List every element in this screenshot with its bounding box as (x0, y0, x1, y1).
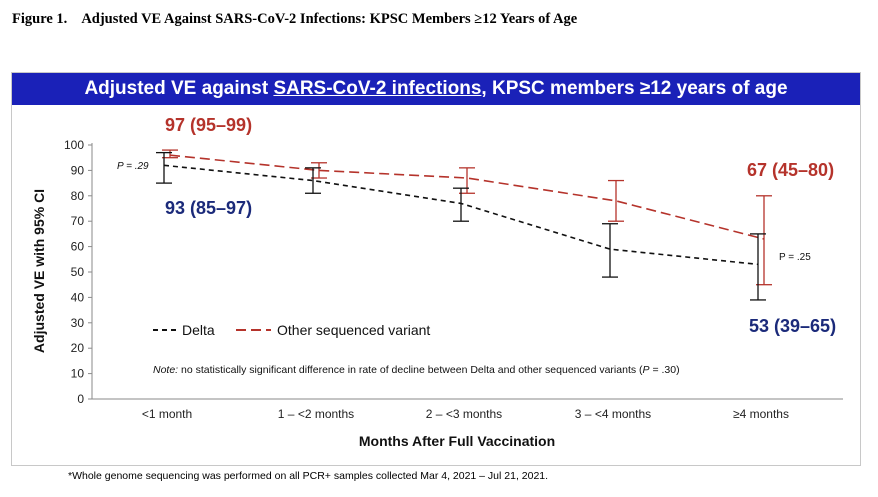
legend-label-other: Other sequenced variant (277, 322, 430, 338)
series-line-other (169, 154, 765, 240)
axes: 0 10 20 30 40 50 60 70 80 90 100 <1 month 1 – <2 mon… (64, 138, 843, 421)
error-bar-other (311, 162, 327, 179)
error-bar-delta (156, 151, 172, 184)
error-bar-delta (453, 187, 469, 222)
x-tick-label: 1 – <2 months (278, 407, 354, 421)
delta-first-label: 93 (85–97) (165, 198, 252, 218)
y-tick-label: 20 (71, 341, 85, 355)
x-tick-label: <1 month (142, 407, 192, 421)
y-tick-label: 100 (64, 138, 84, 152)
p-value-last: P = .25 (779, 252, 811, 263)
y-tick-label: 50 (71, 265, 85, 279)
y-tick-label: 90 (71, 163, 85, 177)
x-axis-title: Months After Full Vaccination (359, 433, 555, 449)
error-bar-other (459, 167, 475, 194)
figure-number: Figure 1. (12, 11, 68, 27)
error-bar-other (608, 179, 624, 222)
error-bar-delta (305, 167, 321, 194)
error-bar-other (162, 149, 178, 159)
banner-underlined: SARS-CoV-2 infections (273, 78, 482, 99)
chart-banner: Adjusted VE against SARS-CoV-2 infection… (12, 73, 860, 105)
chart-panel: Adjusted VE against SARS-CoV-2 infection… (11, 72, 861, 466)
y-tick-label: 40 (71, 290, 85, 304)
y-tick-label: 10 (71, 367, 85, 381)
legend: Delta Other sequenced variant (153, 322, 430, 338)
note-p: P (643, 364, 650, 376)
banner-prefix: Adjusted VE against (84, 78, 274, 99)
series-other (162, 149, 772, 286)
delta-last-label: 53 (39–65) (749, 316, 836, 336)
figure-caption: Figure 1. Adjusted VE Against SARS-CoV-2 … (12, 11, 577, 28)
x-tick-label: ≥4 months (733, 407, 789, 421)
footnote: *Whole genome sequencing was performed o… (68, 470, 549, 482)
error-bar-delta (602, 223, 618, 278)
error-bar-other (756, 195, 772, 286)
note-end: = .30) (650, 364, 680, 376)
error-bar-delta (750, 233, 766, 301)
series-layer (156, 149, 772, 301)
figure-title: Adjusted VE Against SARS-CoV-2 Infection… (81, 11, 578, 27)
x-tick-label: 2 – <3 months (426, 407, 502, 421)
banner-suffix: , KPSC members ≥12 years of age (481, 78, 788, 99)
y-tick-label: 60 (71, 240, 85, 254)
note-text: no statistically significant difference … (178, 364, 643, 376)
y-axis-title: Adjusted VE with 95% CI (31, 189, 47, 353)
series-delta (156, 151, 766, 301)
y-tick-label: 70 (71, 214, 85, 228)
legend-label-delta: Delta (182, 322, 215, 338)
chart-note: Note: no statistically significant diffe… (153, 364, 680, 376)
note-label: Note: (153, 364, 178, 376)
y-tick-label: 0 (77, 392, 84, 406)
other-last-label: 67 (45–80) (747, 160, 834, 180)
y-tick-label: 30 (71, 316, 85, 330)
p-value-first: P = .29 (117, 161, 149, 172)
y-tick-label: 80 (71, 189, 85, 203)
x-tick-label: 3 – <4 months (575, 407, 651, 421)
other-first-label: 97 (95–99) (165, 115, 252, 135)
